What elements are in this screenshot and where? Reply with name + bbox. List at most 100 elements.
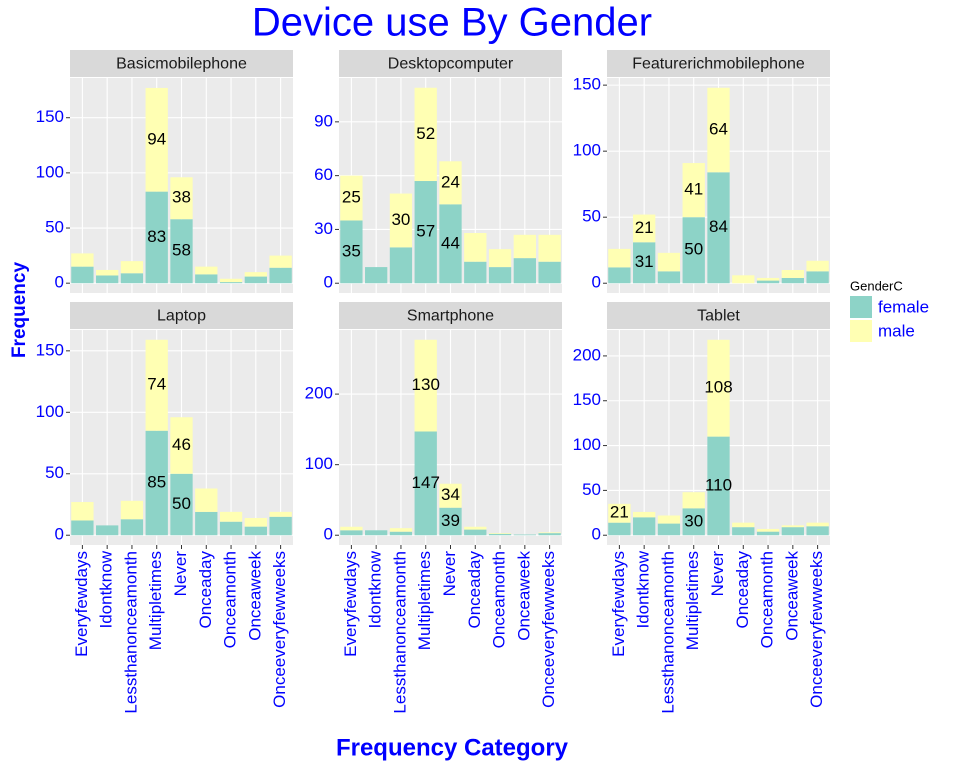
bar-segment — [806, 522, 829, 527]
data-label: 21 — [635, 218, 654, 237]
bar-segment — [71, 502, 94, 521]
data-label: 39 — [441, 511, 460, 530]
bar-segment — [682, 163, 705, 218]
x-tick-label: Lessthanonceamonth — [121, 551, 140, 714]
y-axis-label: Frequency — [9, 262, 30, 359]
data-label: 34 — [441, 485, 460, 504]
bar-segment — [120, 519, 144, 536]
y-tick-label: 200 — [573, 345, 601, 364]
bar-segment — [538, 533, 561, 536]
bar-segment — [608, 248, 631, 268]
bar-segment — [414, 181, 437, 284]
bar-segment — [219, 521, 243, 536]
x-tick-label: Onceaweek — [245, 551, 264, 641]
x-tick-label: Never — [708, 551, 727, 597]
data-label: 83 — [147, 227, 166, 246]
bar-segment — [806, 260, 829, 272]
y-tick-label: 150 — [36, 107, 64, 126]
y-tick-label: 200 — [305, 384, 333, 403]
bar-segment — [781, 525, 804, 528]
bar-segment — [145, 87, 168, 192]
x-tick-label: Everyfewdays — [609, 551, 628, 657]
bar-segment — [269, 267, 292, 284]
bar-segment — [219, 282, 243, 284]
x-tick-label: Everyfewdays — [341, 551, 360, 657]
data-label: 44 — [441, 233, 460, 252]
x-tick-label: Lessthanonceamonth — [390, 551, 409, 714]
bar-segment — [756, 531, 780, 536]
y-tick-label: 60 — [314, 165, 333, 184]
bar-segment — [513, 234, 536, 259]
data-label: 35 — [342, 241, 361, 260]
data-label: 84 — [709, 217, 728, 236]
bar-segment — [439, 204, 462, 284]
y-tick-label: 50 — [45, 218, 64, 237]
panel-title: Desktopcomputer — [388, 56, 514, 73]
y-tick-label: 100 — [36, 402, 64, 421]
y-tick-label: 0 — [55, 525, 64, 544]
bar-segment — [682, 217, 705, 284]
bar-segment — [806, 526, 829, 536]
data-label: 30 — [391, 210, 410, 229]
bar-segment — [389, 193, 413, 248]
bar-segment — [244, 272, 267, 277]
data-label: 31 — [635, 252, 654, 271]
x-tick-label: Onceaday — [733, 551, 752, 629]
bar-segment — [633, 511, 656, 518]
panel-title: Basicmobilephone — [116, 56, 247, 73]
bar-segment — [608, 267, 631, 284]
data-label: 58 — [172, 241, 191, 260]
x-tick-label: Idontknow — [634, 550, 653, 628]
bar-segment — [538, 261, 561, 284]
bar-segment — [340, 530, 363, 536]
bar-segment — [464, 233, 487, 262]
bar-segment — [170, 473, 193, 536]
bar-segment — [488, 533, 512, 536]
bar-segment — [781, 527, 804, 536]
legend-key — [850, 296, 872, 318]
strip — [70, 50, 293, 77]
bar-segment — [707, 87, 730, 173]
bar-segment — [120, 273, 144, 284]
x-tick-label: Idontknow — [366, 550, 385, 628]
data-label: 147 — [412, 473, 440, 492]
y-tick-label: 150 — [573, 390, 601, 409]
y-tick-label: 0 — [324, 525, 333, 544]
x-tick-label: Onceamonth — [221, 551, 240, 648]
y-tick-label: 100 — [573, 435, 601, 454]
bar-segment — [145, 430, 168, 536]
bar-segment — [120, 500, 144, 520]
bar-segment — [682, 492, 705, 509]
data-label: 30 — [684, 511, 703, 530]
bar-segment — [464, 261, 487, 284]
y-tick-label: 0 — [55, 273, 64, 292]
y-tick-label: 150 — [573, 75, 601, 94]
bar-segment — [389, 247, 413, 284]
bar-segment — [608, 522, 631, 536]
bar-segment — [488, 533, 512, 534]
bar-segment — [657, 515, 681, 524]
panel-title: Smartphone — [407, 308, 494, 325]
bar-segment — [732, 275, 755, 284]
y-tick-label: 150 — [36, 340, 64, 359]
bar-segment — [538, 532, 561, 534]
bar-segment — [756, 280, 780, 284]
x-tick-label: Onceaweek — [514, 551, 533, 641]
strip — [607, 50, 830, 77]
strip — [339, 50, 562, 77]
bar-segment — [464, 526, 487, 530]
data-label: 130 — [412, 375, 440, 394]
y-tick-label: 0 — [592, 525, 601, 544]
data-label: 52 — [416, 124, 435, 143]
bar-segment — [170, 417, 193, 474]
bar-segment — [340, 526, 363, 531]
bar-segment — [414, 431, 437, 536]
data-label: 57 — [416, 222, 435, 241]
bar-segment — [340, 175, 363, 221]
bar-segment — [170, 177, 193, 220]
legend-label: male — [878, 321, 915, 340]
bar-segment — [756, 277, 780, 281]
bar-segment — [682, 508, 705, 536]
bar-segment — [244, 526, 267, 536]
y-tick-label: 100 — [305, 454, 333, 473]
